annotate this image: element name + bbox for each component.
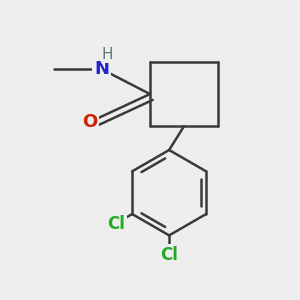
Text: H: H <box>102 47 113 62</box>
Text: Cl: Cl <box>160 245 178 263</box>
Text: N: N <box>94 60 109 78</box>
Text: Cl: Cl <box>107 214 124 232</box>
Text: O: O <box>82 113 97 131</box>
